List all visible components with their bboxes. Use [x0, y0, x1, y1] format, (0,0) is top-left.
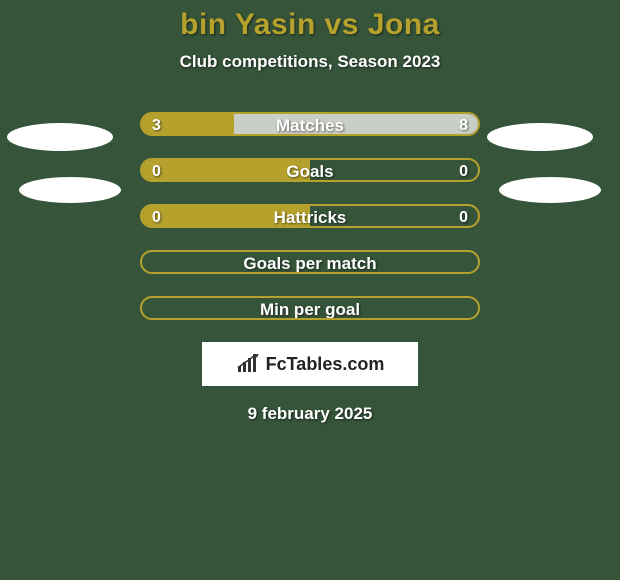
- chart-icon: [236, 354, 262, 374]
- stat-label: Goals per match: [142, 252, 478, 274]
- stat-row: Goals per match: [0, 250, 620, 274]
- stat-row: Min per goal: [0, 296, 620, 320]
- logo-box: FcTables.com: [202, 342, 418, 386]
- stat-value-left: 3: [152, 114, 161, 136]
- stat-bar-left: [142, 206, 310, 226]
- stat-bar-track: 00Hattricks: [140, 204, 480, 228]
- stat-row: 00Goals: [0, 158, 620, 182]
- stat-row: 38Matches: [0, 112, 620, 136]
- comparison-card: bin Yasin vs Jona Club competitions, Sea…: [0, 0, 620, 580]
- stat-value-right: 8: [459, 114, 468, 136]
- stat-bar-track: 38Matches: [140, 112, 480, 136]
- stat-label: Min per goal: [142, 298, 478, 320]
- page-subtitle: Club competitions, Season 2023: [0, 52, 620, 72]
- logo-text: FcTables.com: [266, 354, 385, 375]
- stat-value-right: 0: [459, 160, 468, 182]
- stat-bar-track: Goals per match: [140, 250, 480, 274]
- stat-row: 00Hattricks: [0, 204, 620, 228]
- date-text: 9 february 2025: [0, 404, 620, 424]
- stat-bar-right: [234, 114, 478, 134]
- page-title: bin Yasin vs Jona: [0, 0, 620, 42]
- stat-bar-track: Min per goal: [140, 296, 480, 320]
- stat-bar-track: 00Goals: [140, 158, 480, 182]
- stat-value-right: 0: [459, 206, 468, 228]
- stat-bar-left: [142, 160, 310, 180]
- stat-value-left: 0: [152, 160, 161, 182]
- stat-value-left: 0: [152, 206, 161, 228]
